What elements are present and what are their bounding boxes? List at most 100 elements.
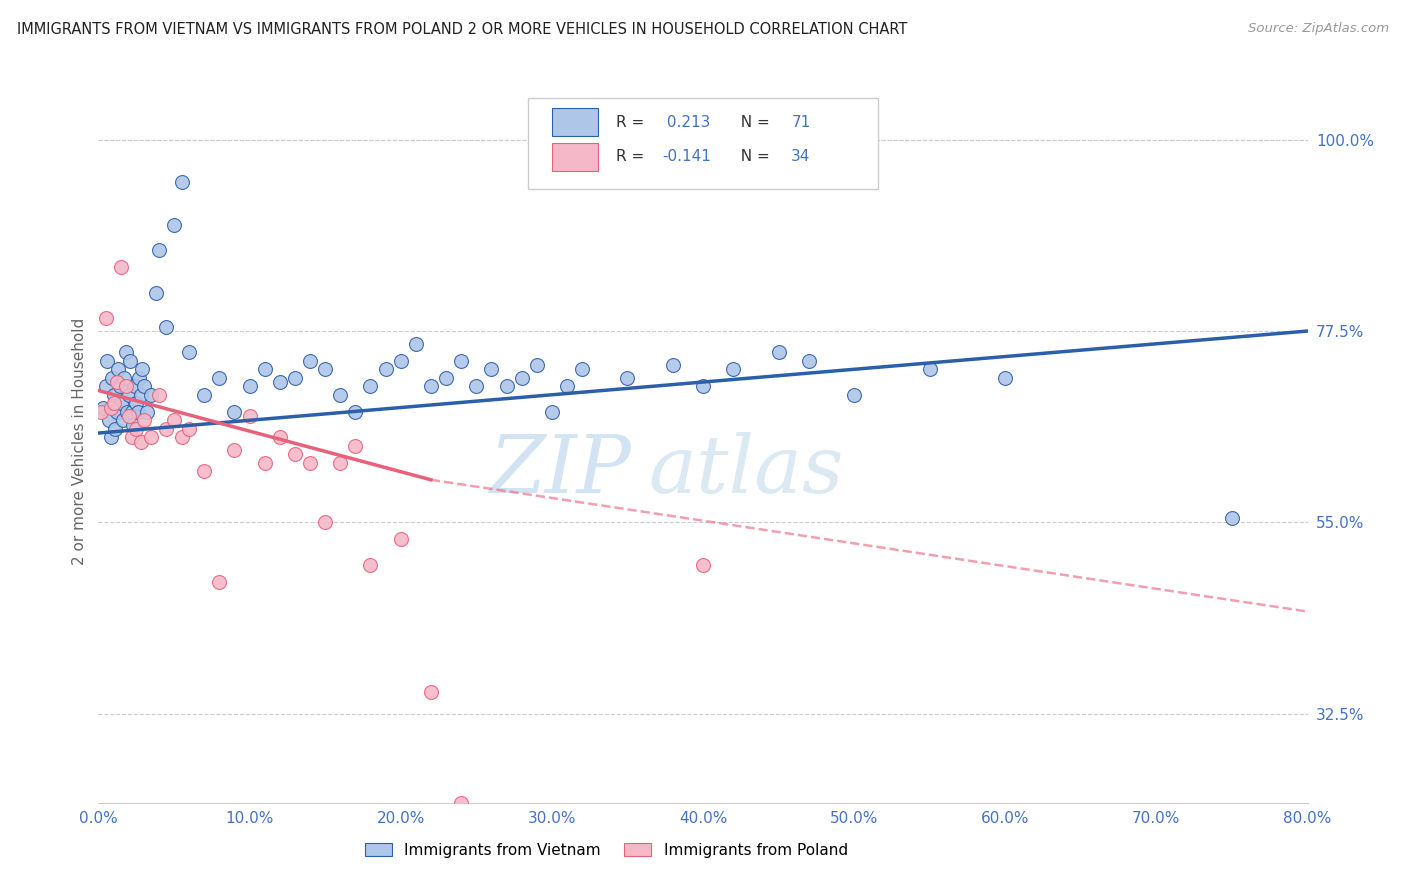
Point <box>101 371 124 385</box>
Point <box>844 388 866 402</box>
Point <box>450 353 472 368</box>
Point <box>100 430 122 444</box>
Point <box>110 396 132 410</box>
Point <box>155 319 177 334</box>
Point <box>284 447 307 461</box>
Point <box>239 409 262 423</box>
Point <box>148 388 170 402</box>
Point <box>105 375 128 389</box>
Point <box>100 401 122 415</box>
Point <box>253 456 276 470</box>
Point <box>768 345 790 359</box>
Point <box>918 362 941 376</box>
Point <box>495 379 517 393</box>
Point <box>120 353 142 368</box>
Legend: Immigrants from Vietnam, Immigrants from Poland: Immigrants from Vietnam, Immigrants from… <box>359 837 853 863</box>
Point <box>105 405 128 419</box>
Point <box>269 375 291 389</box>
Point <box>314 362 336 376</box>
Point <box>344 405 367 419</box>
Point <box>540 405 562 419</box>
FancyBboxPatch shape <box>527 98 879 189</box>
Point <box>797 353 820 368</box>
Point <box>125 422 148 436</box>
Point <box>108 379 131 393</box>
Point <box>374 362 396 376</box>
Point <box>170 430 193 444</box>
Point <box>434 371 457 385</box>
Point <box>91 401 114 415</box>
FancyBboxPatch shape <box>551 109 598 136</box>
Point <box>450 796 472 810</box>
Point <box>163 218 186 232</box>
Text: N =: N = <box>731 149 775 164</box>
Point <box>118 409 141 423</box>
Point <box>360 558 382 572</box>
Point <box>616 371 638 385</box>
Point <box>124 379 146 393</box>
Point <box>94 379 117 393</box>
Point <box>571 362 593 376</box>
Point <box>661 358 683 372</box>
Point <box>224 405 246 419</box>
Point <box>155 422 177 436</box>
Point <box>526 358 548 372</box>
Point <box>141 388 163 402</box>
Point <box>179 422 201 436</box>
Point <box>329 388 352 402</box>
Point <box>132 413 155 427</box>
Text: 71: 71 <box>792 115 810 129</box>
Point <box>96 353 118 368</box>
Point <box>121 430 143 444</box>
Point <box>193 388 215 402</box>
Point <box>145 285 167 300</box>
Point <box>253 362 276 376</box>
Point <box>170 175 193 189</box>
Point <box>94 311 117 326</box>
Point <box>389 533 412 547</box>
Point <box>148 244 170 258</box>
Point <box>103 388 125 402</box>
Point <box>994 371 1017 385</box>
Point <box>90 405 112 419</box>
Point <box>405 336 427 351</box>
Point <box>128 371 150 385</box>
Point <box>135 405 157 419</box>
Text: R =: R = <box>616 149 650 164</box>
Point <box>555 379 578 393</box>
Point <box>112 371 135 385</box>
Point <box>107 362 129 376</box>
Y-axis label: 2 or more Vehicles in Household: 2 or more Vehicles in Household <box>72 318 87 566</box>
Point <box>114 345 136 359</box>
Point <box>465 379 488 393</box>
Point <box>329 456 352 470</box>
Point <box>208 574 231 589</box>
Point <box>284 371 307 385</box>
Point <box>132 379 155 393</box>
Point <box>1220 511 1243 525</box>
Point <box>299 456 322 470</box>
Point <box>129 434 152 449</box>
Point <box>692 379 714 393</box>
Point <box>389 353 412 368</box>
Point <box>481 362 503 376</box>
Point <box>193 464 215 478</box>
Point <box>723 362 745 376</box>
Point <box>103 396 125 410</box>
Point <box>125 396 148 410</box>
Text: atlas: atlas <box>648 432 844 509</box>
Point <box>420 685 443 699</box>
Point <box>344 439 367 453</box>
Text: N =: N = <box>731 115 775 129</box>
Point <box>118 388 141 402</box>
Point <box>360 379 382 393</box>
Point <box>129 388 152 402</box>
Text: IMMIGRANTS FROM VIETNAM VS IMMIGRANTS FROM POLAND 2 OR MORE VEHICLES IN HOUSEHOL: IMMIGRANTS FROM VIETNAM VS IMMIGRANTS FR… <box>17 22 907 37</box>
Point <box>131 362 153 376</box>
Point <box>299 353 322 368</box>
Point <box>104 422 127 436</box>
Point <box>239 379 262 393</box>
Point <box>127 405 149 419</box>
Point <box>420 379 443 393</box>
Point <box>314 516 336 530</box>
